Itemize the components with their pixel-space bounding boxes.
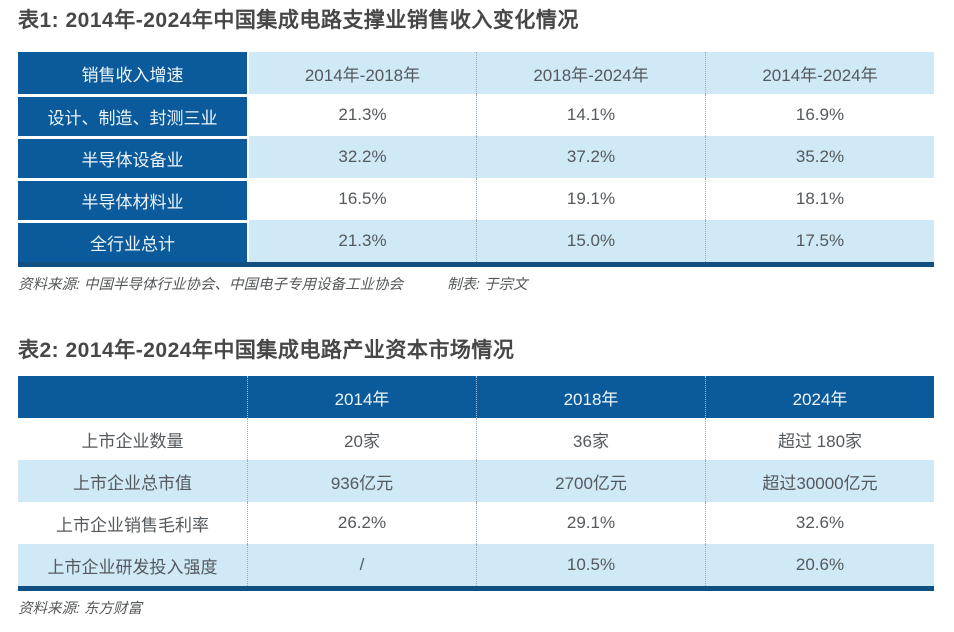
cell-value: 15.0% [476,220,705,262]
cell-value: 16.5% [247,178,476,220]
table2: 2014年 2018年 2024年 上市企业数量 20家 36家 超过 180家… [18,376,934,591]
table2-header-row: 2014年 2018年 2024年 [18,376,934,418]
row-label: 上市企业研发投入强度 [47,557,218,577]
table1-credit: 制表: 于宗文 [447,277,528,293]
table2-title: 表2: 2014年-2024年中国集成电路产业资本市场情况 [18,339,515,362]
table1-source: 资料来源: 中国半导体行业协会、中国电子专用设备工业协会 [18,277,404,293]
table2-source-line: 资料来源: 东方财富 [18,600,934,618]
cell-value: / [247,544,476,586]
row-label: 上市企业销售毛利率 [56,515,209,535]
table-row: 全行业总计 21.3% 15.0% 17.5% [18,220,934,262]
cell-value: 20家 [247,418,476,460]
row-label: 全行业总计 [18,220,247,262]
table-row: 上市企业销售毛利率 26.2% 29.1% 32.6% [18,502,934,544]
table-row: 上市企业总市值 936亿元 2700亿元 超过30000亿元 [18,460,934,502]
table2-header-empty [18,376,247,418]
row-label: 设计、制造、封测三业 [18,94,247,136]
page: 表1: 2014年-2024年中国集成电路支撑业销售收入变化情况 销售收入增速 … [18,8,934,618]
table1-header-row: 销售收入增速 2014年-2018年 2018年-2024年 2014年-202… [18,52,934,94]
table1-section: 表1: 2014年-2024年中国集成电路支撑业销售收入变化情况 销售收入增速 … [18,8,934,294]
table1-title: 表1: 2014年-2024年中国集成电路支撑业销售收入变化情况 [18,9,579,32]
cell-value: 2700亿元 [476,460,705,502]
table2-section: 表2: 2014年-2024年中国集成电路产业资本市场情况 2014年 2018… [18,338,934,618]
cell-value: 超过 180家 [705,418,934,460]
cell-value: 37.2% [476,136,705,178]
table2-header-col1: 2014年 [247,376,476,418]
cell-value: 936亿元 [247,460,476,502]
cell-value: 20.6% [705,544,934,586]
cell-value: 32.2% [247,136,476,178]
cell-value: 32.6% [705,502,934,544]
table1: 销售收入增速 2014年-2018年 2018年-2024年 2014年-202… [18,52,934,267]
table-row: 半导体设备业 32.2% 37.2% 35.2% [18,136,934,178]
table-row: 上市企业数量 20家 36家 超过 180家 [18,418,934,460]
row-label: 上市企业数量 [81,431,184,451]
table-row: 上市企业研发投入强度 / 10.5% 20.6% [18,544,934,586]
table-row: 半导体材料业 16.5% 19.1% 18.1% [18,178,934,220]
table2-source: 资料来源: 东方财富 [18,601,143,617]
cell-value: 17.5% [705,220,934,262]
cell-value: 10.5% [476,544,705,586]
cell-value: 26.2% [247,502,476,544]
cell-value: 36家 [476,418,705,460]
cell-value: 18.1% [705,178,934,220]
table2-header-col2: 2018年 [476,376,705,418]
table1-header-col3: 2014年-2024年 [705,52,934,94]
table1-header-col2: 2018年-2024年 [476,52,705,94]
row-label: 上市企业总市值 [73,473,192,493]
cell-value: 29.1% [476,502,705,544]
table1-source-line: 资料来源: 中国半导体行业协会、中国电子专用设备工业协会 制表: 于宗文 [18,276,934,294]
cell-value: 超过30000亿元 [705,460,934,502]
table1-header-col1: 2014年-2018年 [247,52,476,94]
cell-value: 21.3% [247,94,476,136]
row-label: 半导体材料业 [18,178,247,220]
table2-header-col3: 2024年 [705,376,934,418]
table-row: 设计、制造、封测三业 21.3% 14.1% 16.9% [18,94,934,136]
cell-value: 19.1% [476,178,705,220]
table1-header-rowlabel: 销售收入增速 [18,52,247,94]
cell-value: 35.2% [705,136,934,178]
cell-value: 21.3% [247,220,476,262]
row-label: 半导体设备业 [18,136,247,178]
cell-value: 14.1% [476,94,705,136]
cell-value: 16.9% [705,94,934,136]
